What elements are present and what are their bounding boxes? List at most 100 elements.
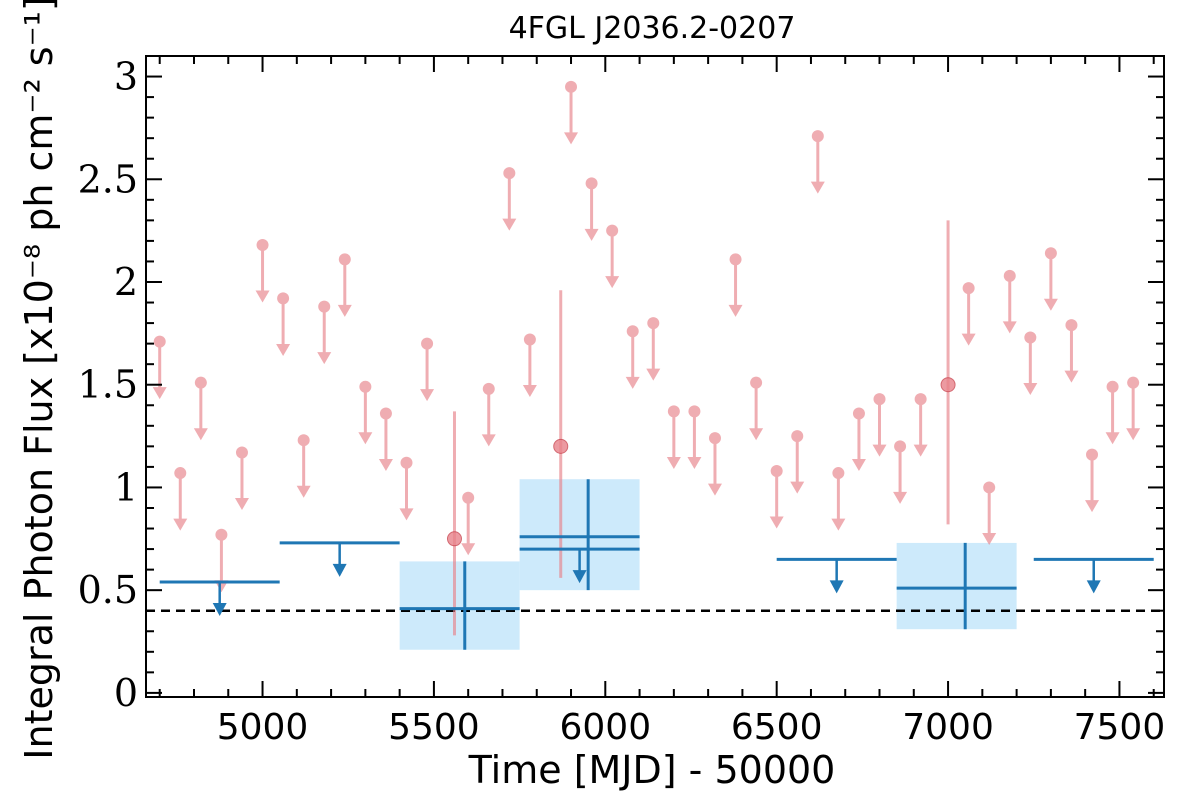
upper-limit-arrowhead <box>982 532 997 545</box>
upper-limit-arrowhead <box>461 543 476 556</box>
upper-limit-marker <box>750 376 763 389</box>
short-bin-upper-limit <box>1126 376 1141 441</box>
short-bin-upper-limit <box>564 80 579 145</box>
upper-limit-arrowhead <box>481 434 496 447</box>
short-bin-upper-limit <box>790 430 805 494</box>
upper-limit-arrowhead <box>625 376 640 389</box>
upper-limit-marker <box>503 167 516 180</box>
upper-limit-arrowhead <box>1064 370 1079 383</box>
upper-limit-marker <box>729 253 742 266</box>
long-bin-error-box <box>399 561 520 650</box>
short-bin-upper-limit <box>255 239 270 303</box>
upper-limit-marker <box>421 337 434 350</box>
upper-limit-marker <box>277 292 290 305</box>
short-bin-upper-limit <box>666 405 681 469</box>
upper-limit-marker <box>852 407 865 420</box>
upper-limit-marker <box>708 432 721 445</box>
short-bin-upper-limit <box>687 405 702 469</box>
upper-limit-arrowhead <box>666 456 681 469</box>
upper-limit-arrowhead <box>358 432 373 445</box>
short-bin-upper-limit <box>173 467 188 531</box>
upper-limit-marker <box>174 467 187 480</box>
short-bin-upper-limit <box>317 300 332 365</box>
upper-limit-arrowhead <box>378 459 393 472</box>
upper-limit-arrowhead <box>790 481 805 494</box>
upper-limit-arrowhead <box>893 491 908 504</box>
short-bin-detection-marker <box>446 531 462 547</box>
short-bin-upper-limit <box>193 376 208 441</box>
short-bin-upper-limit <box>152 335 167 400</box>
short-bin-upper-limit <box>296 434 311 498</box>
short-bin-upper-limit <box>522 333 537 398</box>
short-bin-upper-limit <box>1002 269 1017 334</box>
upper-limit-marker <box>606 224 619 237</box>
upper-limit-arrowhead <box>1085 500 1100 513</box>
upper-limit-marker <box>297 434 310 447</box>
short-bin-upper-limit <box>961 282 976 346</box>
upper-limit-marker <box>1106 380 1119 393</box>
short-bin-detection-marker <box>553 438 569 454</box>
upper-limit-marker <box>318 300 331 313</box>
upper-limit-arrowhead <box>872 444 887 457</box>
short-bin-upper-limit <box>378 407 393 472</box>
y-tick-label: 0 <box>114 671 138 715</box>
short-bin-upper-limit <box>234 446 249 511</box>
upper-limit-marker <box>215 528 228 541</box>
x-tick-label: 5000 <box>217 707 309 748</box>
short-bin-upper-limit <box>728 253 743 317</box>
short-bin-upper-limit <box>1043 247 1058 311</box>
upper-limit-marker <box>482 382 495 395</box>
upper-limit-arrowhead <box>961 333 976 346</box>
upper-limit-marker <box>1127 376 1140 389</box>
upper-limit-arrowhead <box>420 389 435 402</box>
upper-limit-arrowhead <box>687 456 702 469</box>
upper-limit-arrowhead <box>1105 432 1120 445</box>
long-bin-upper-limit-arrowhead <box>1086 580 1101 594</box>
long-bin-error-box <box>896 542 1017 630</box>
short-bin-upper-limit <box>625 325 640 389</box>
short-bin-upper-limit <box>276 292 291 356</box>
upper-limit-arrowhead <box>1002 321 1017 334</box>
upper-limit-marker <box>379 407 392 420</box>
upper-limit-arrowhead <box>810 181 825 194</box>
x-axis-label: Time [MJD] - 50000 <box>468 748 836 792</box>
short-bin-upper-limit <box>893 440 908 504</box>
short-bin-upper-limit <box>749 376 764 441</box>
upper-limit-marker <box>832 467 845 480</box>
upper-limit-marker <box>770 465 783 478</box>
x-tick-label: 5500 <box>388 707 480 748</box>
short-bin-detection-marker <box>940 377 956 393</box>
y-tick-label: 1.5 <box>78 363 138 407</box>
long-bin-upper-limit-arrowhead <box>212 602 227 616</box>
upper-limit-marker <box>585 177 598 190</box>
upper-limit-marker <box>626 325 639 338</box>
upper-limit-marker <box>791 430 804 443</box>
upper-limit-arrowhead <box>1023 382 1038 395</box>
upper-limit-marker <box>400 456 413 469</box>
upper-limit-marker <box>873 393 886 406</box>
chart-title: 4FGL J2036.2-0207 <box>509 11 796 46</box>
short-bin-upper-limit <box>1023 331 1038 395</box>
short-bin-upper-limit <box>913 393 928 457</box>
y-tick-label: 0.5 <box>78 568 138 612</box>
short-bin-upper-limit <box>461 491 476 556</box>
short-bin-upper-limit <box>337 253 352 317</box>
upper-limit-arrowhead <box>522 385 537 398</box>
short-bin-upper-limit <box>420 337 435 402</box>
upper-limit-marker <box>811 130 824 143</box>
x-tick-label: 6000 <box>559 707 651 748</box>
y-tick-label: 3 <box>114 55 138 99</box>
upper-limit-arrowhead <box>502 218 517 231</box>
upper-limit-arrowhead <box>605 276 620 289</box>
short-bin-upper-limit <box>399 456 414 521</box>
y-tick-label: 2 <box>114 260 138 304</box>
upper-limit-arrowhead <box>1126 428 1141 441</box>
short-bin-upper-limit <box>872 393 887 457</box>
upper-limit-arrowhead <box>193 428 208 441</box>
short-bin-upper-limit <box>851 407 866 472</box>
upper-limit-arrowhead <box>646 368 661 381</box>
upper-limit-arrowhead <box>152 387 167 400</box>
upper-limit-marker <box>1024 331 1037 344</box>
short-bin-upper-limit <box>502 167 517 231</box>
